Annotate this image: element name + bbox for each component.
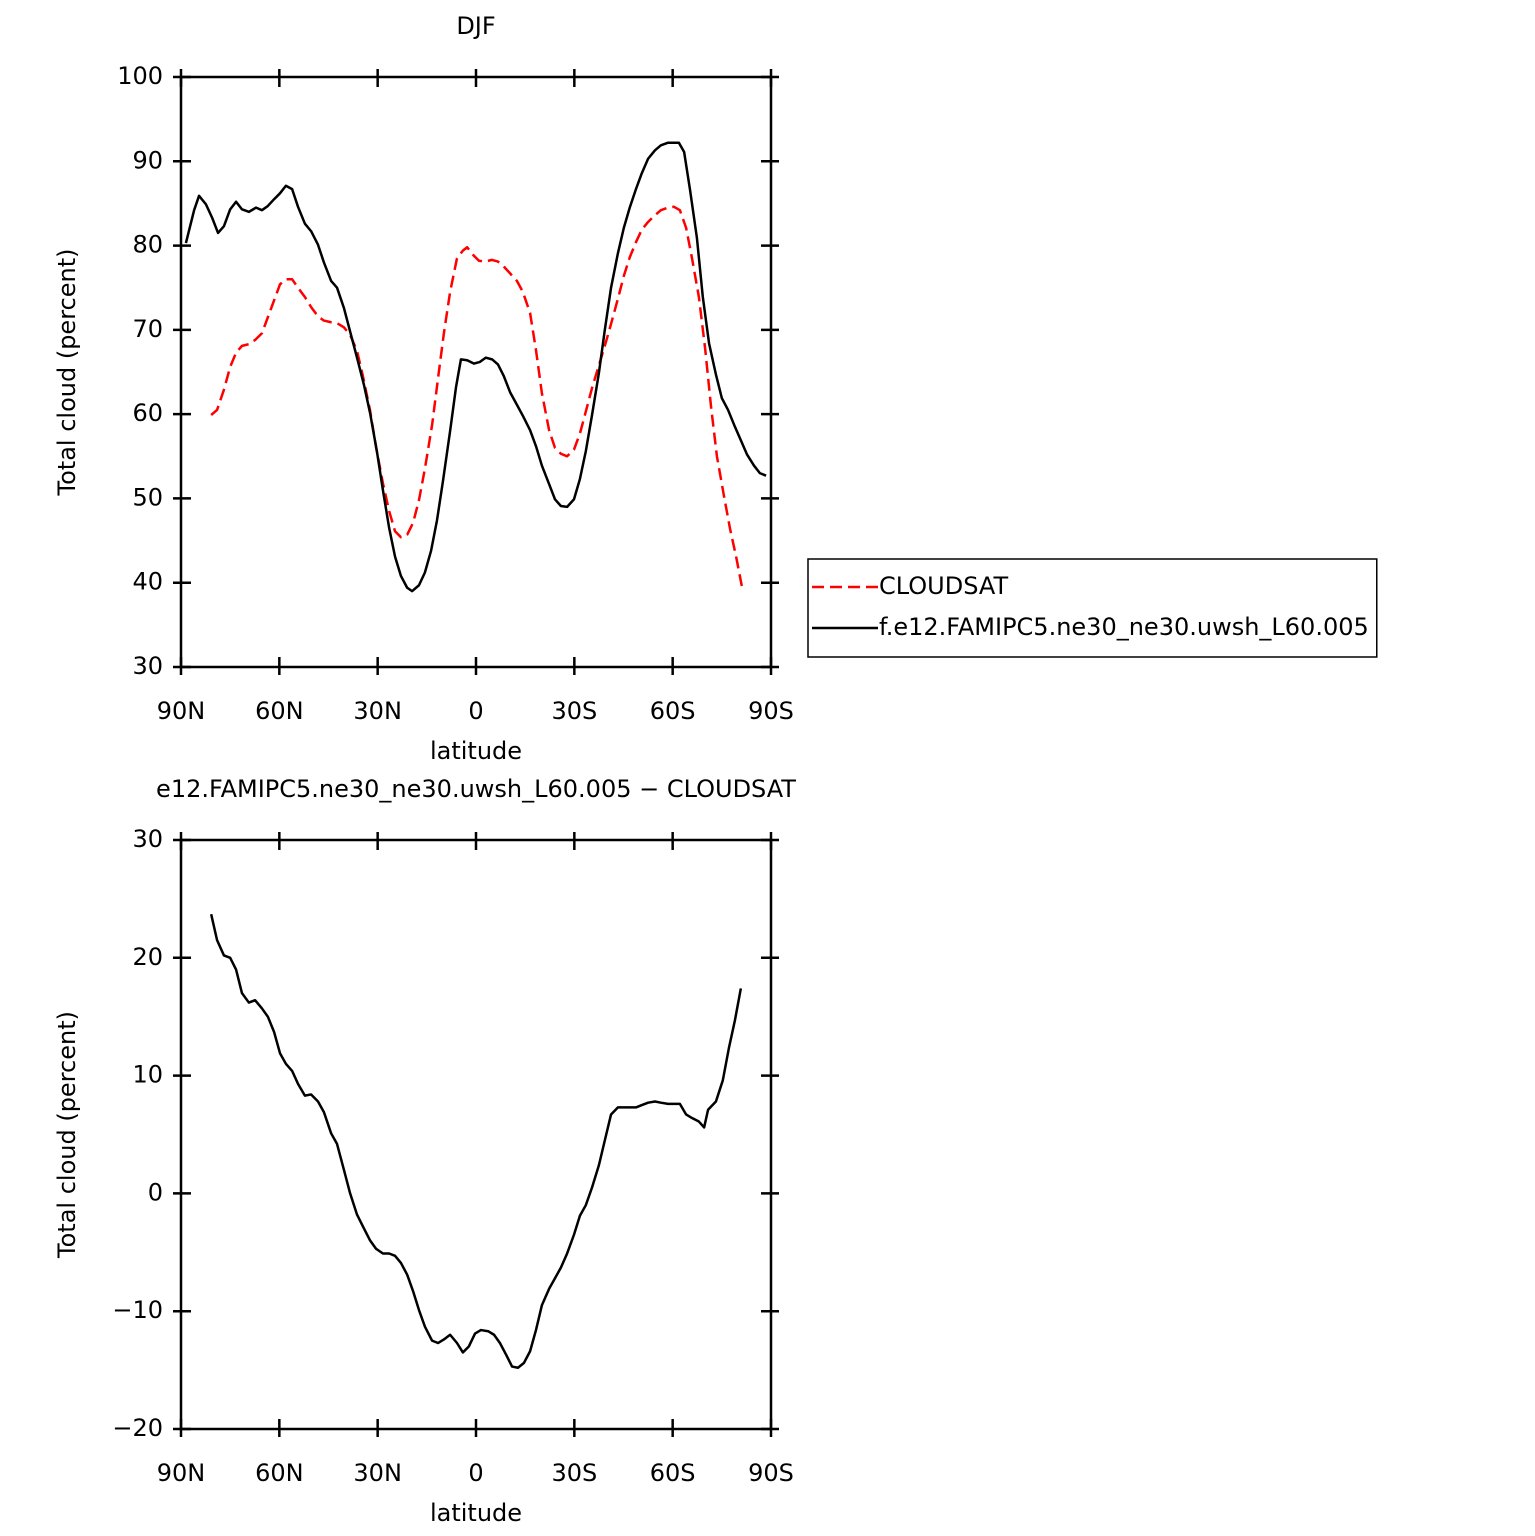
y-axis-label: Total cloud (percent) (53, 1011, 81, 1259)
x-tick-label: 90S (748, 1459, 794, 1487)
y-tick-label: 50 (132, 483, 163, 511)
chart-title: DJF (456, 12, 495, 40)
y-tick-label: 60 (132, 399, 163, 427)
x-tick-label: 30N (353, 1459, 402, 1487)
legend-label: f.e12.FAMIPC5.ne30_ne30.uwsh_L60.005 (879, 613, 1369, 641)
y-axis-label: Total cloud (percent) (53, 249, 81, 497)
x-tick-label: 60S (650, 1459, 696, 1487)
y-tick-label: 40 (132, 568, 163, 596)
legend-box (807, 558, 1378, 658)
data-line (184, 141, 767, 593)
y-tick-label: 80 (132, 231, 163, 259)
x-tick-label: 90S (748, 697, 794, 725)
x-tick-label: 60N (255, 1459, 304, 1487)
x-tick-label: 30N (353, 697, 402, 725)
data-line (209, 913, 743, 1369)
x-tick-label: 0 (468, 1459, 483, 1487)
y-tick-label: 30 (132, 652, 163, 680)
x-axis-label: latitude (430, 1499, 522, 1527)
plot-frame (179, 838, 773, 1431)
x-tick-label: 90N (157, 1459, 206, 1487)
data-line (210, 205, 744, 587)
y-tick-label: 20 (132, 943, 163, 971)
x-tick-label: 0 (468, 697, 483, 725)
y-tick-label: −20 (112, 1414, 163, 1442)
y-tick-label: 30 (132, 825, 163, 853)
x-tick-label: 60N (255, 697, 304, 725)
x-tick-label: 90N (157, 697, 206, 725)
y-tick-label: 90 (132, 146, 163, 174)
y-tick-label: 0 (148, 1178, 163, 1206)
x-tick-label: 60S (650, 697, 696, 725)
y-tick-label: −10 (112, 1296, 163, 1324)
y-tick-label: 10 (132, 1061, 163, 1089)
x-tick-label: 30S (551, 1459, 597, 1487)
x-axis-label: latitude (430, 737, 522, 765)
y-tick-label: 70 (132, 315, 163, 343)
plot-frame (179, 75, 773, 669)
y-tick-label: 100 (117, 62, 163, 90)
chart-title: e12.FAMIPC5.ne30_ne30.uwsh_L60.005 − CLO… (156, 775, 796, 803)
x-tick-label: 30S (551, 697, 597, 725)
legend-label: CLOUDSAT (879, 572, 1008, 600)
